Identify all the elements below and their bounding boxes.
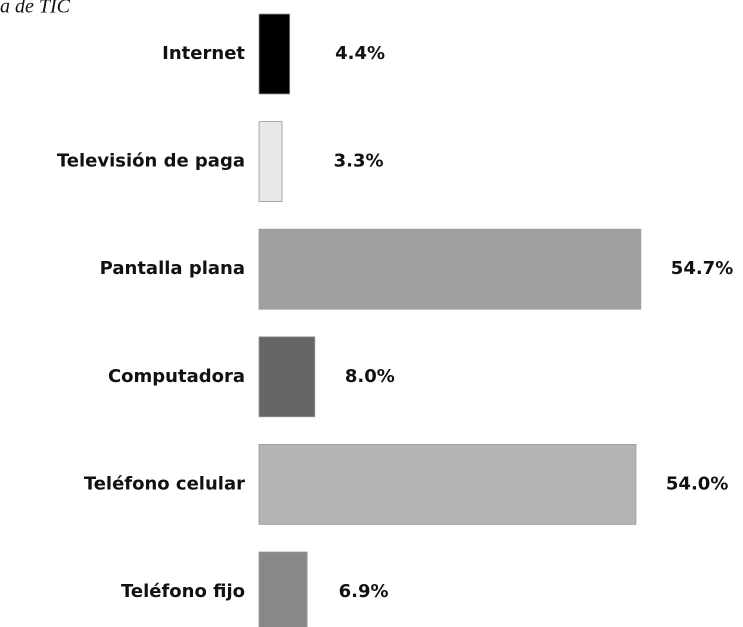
bar [258,443,637,525]
category-label: Internet [162,43,245,64]
value-label: 54.0% [666,473,728,494]
value-label: 54.7% [671,258,733,279]
category-label: Computadora [108,366,245,387]
bar [258,228,642,310]
value-label: 8.0% [345,366,395,387]
category-label: Teléfono fijo [121,581,245,602]
value-label: 4.4% [335,43,385,64]
bar [258,336,316,418]
bar [258,13,291,95]
value-label: 3.3% [334,151,384,172]
bar [258,121,283,202]
category-label: Teléfono celular [84,473,245,494]
value-label: 6.9% [339,581,389,602]
chart-title: a de TIC [0,0,71,18]
category-label: Pantalla plana [100,258,245,279]
category-label: Televisión de paga [57,151,245,172]
bar [258,551,308,627]
